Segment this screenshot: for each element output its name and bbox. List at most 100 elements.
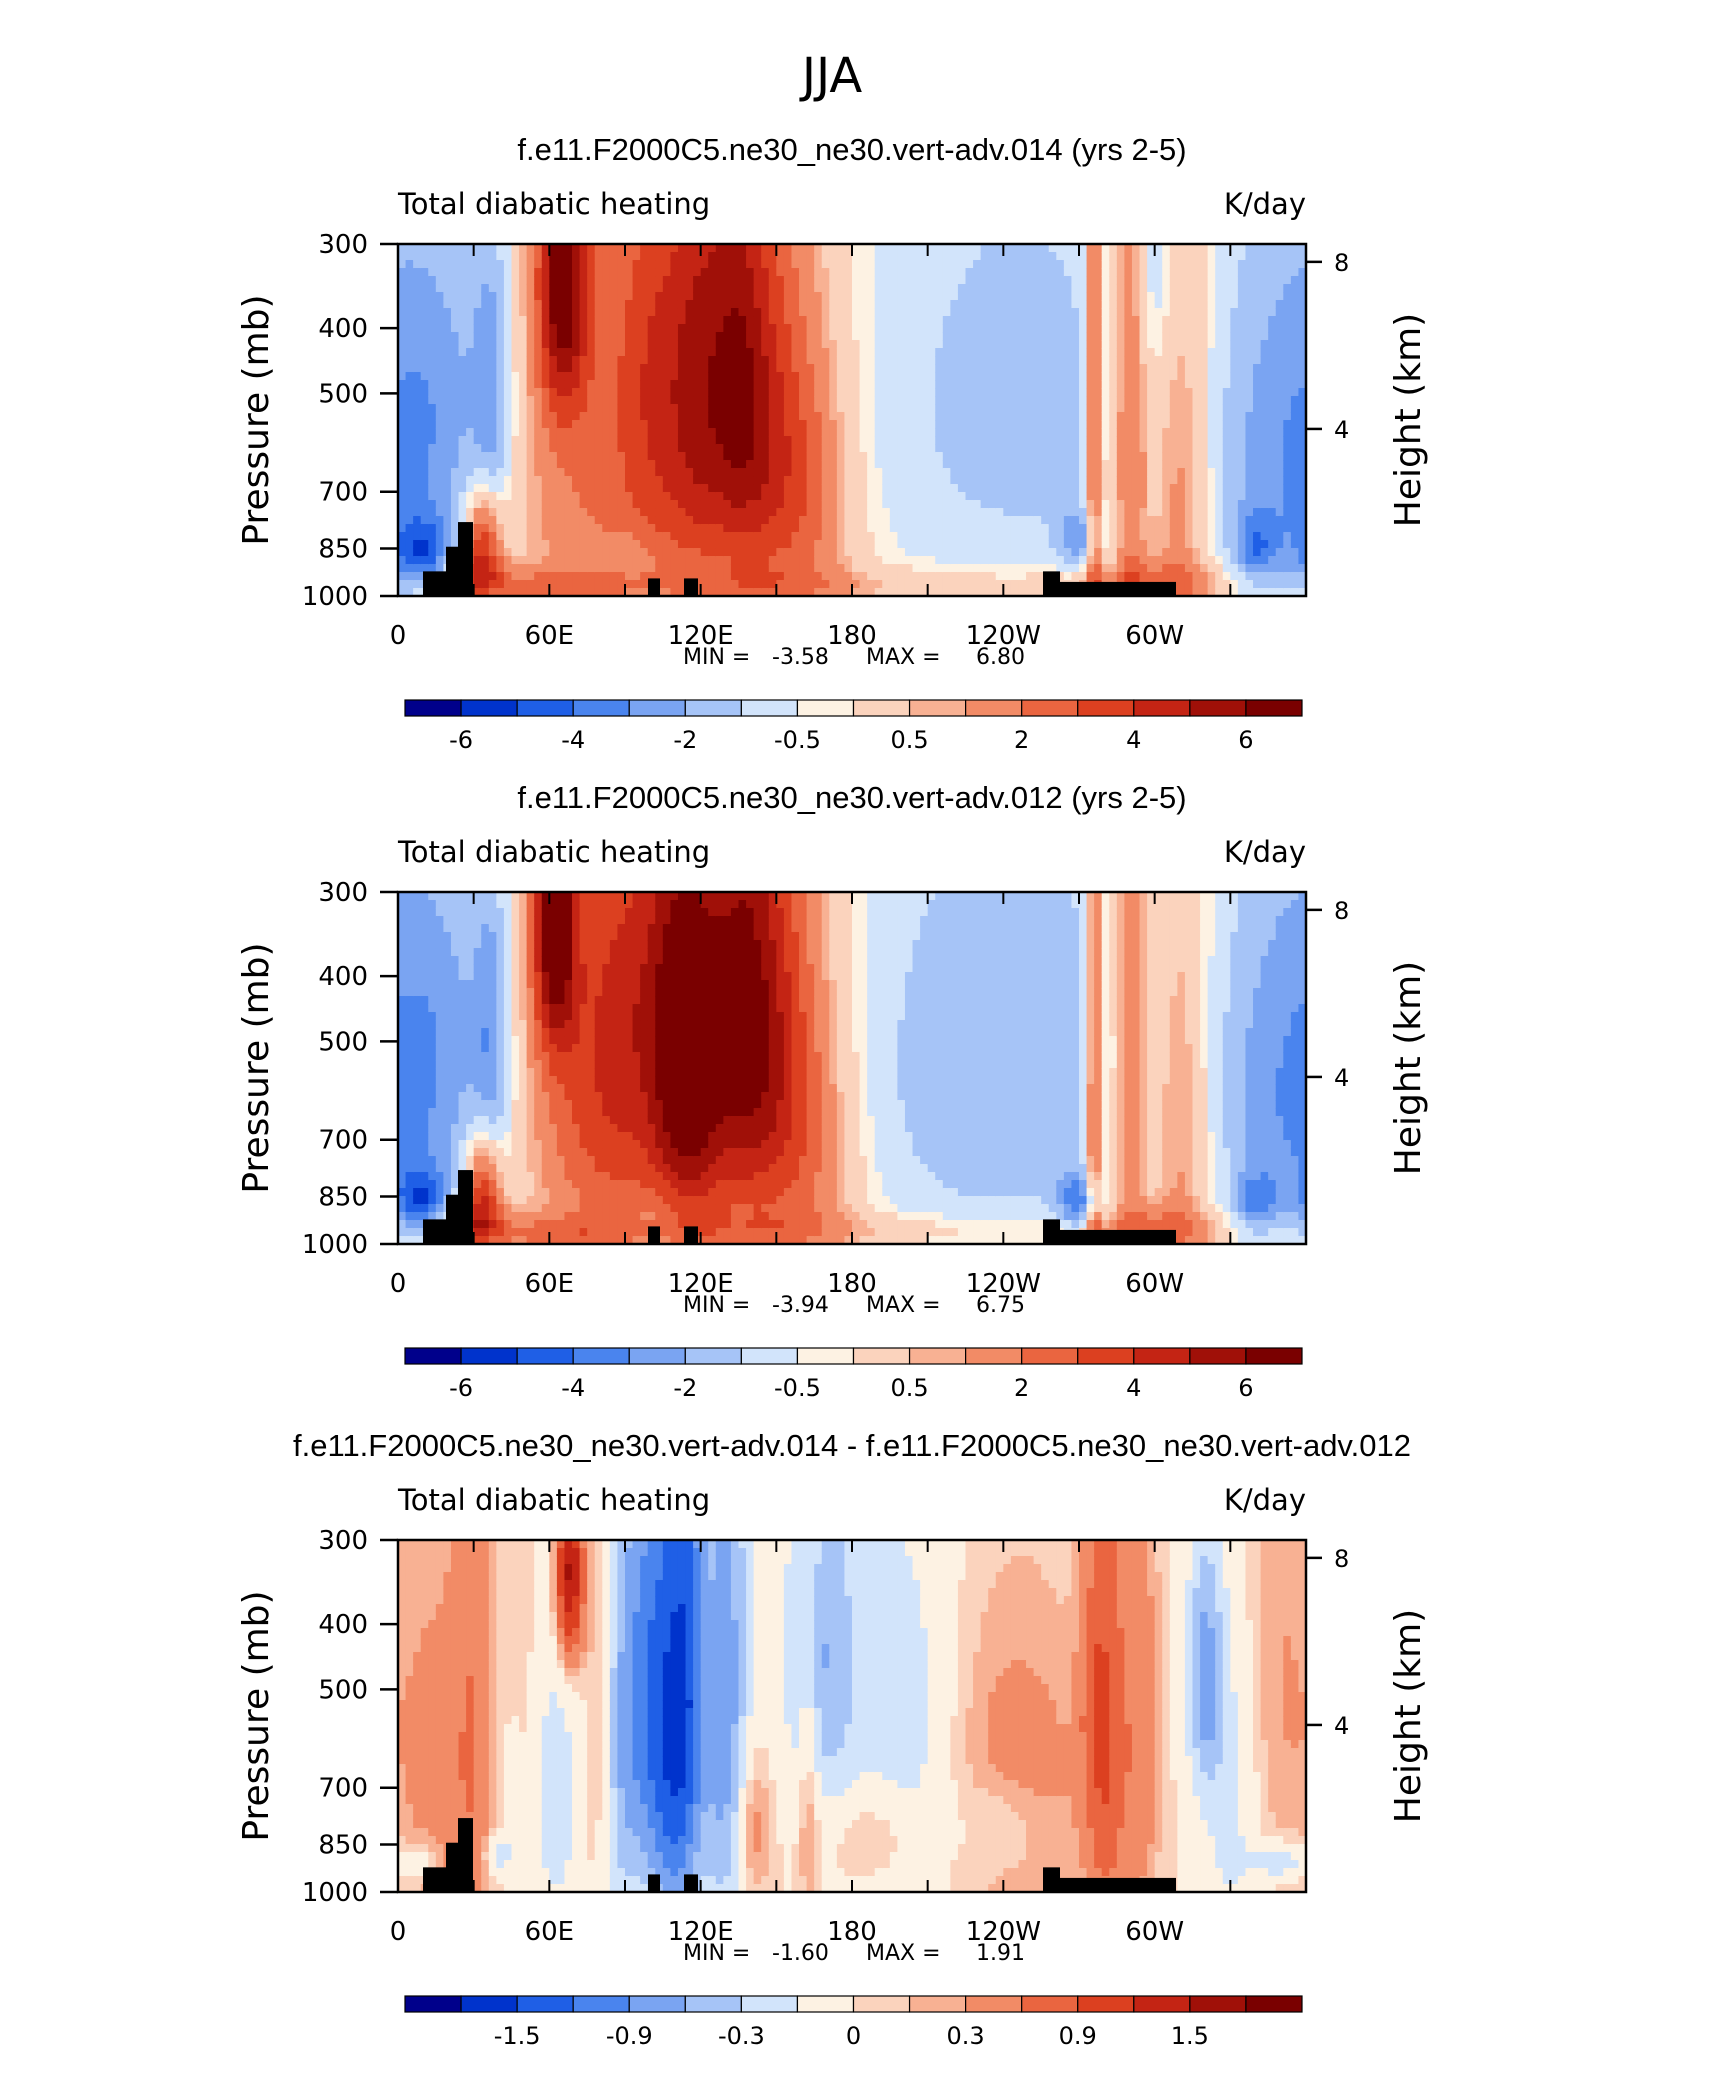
heatmap-cell	[965, 388, 974, 397]
heatmap-cell	[897, 372, 906, 381]
heatmap-cell	[1086, 556, 1095, 565]
heatmap-cell	[1207, 572, 1216, 581]
heatmap-cell	[1215, 268, 1224, 277]
heatmap-cell	[1245, 428, 1254, 437]
heatmap-cell	[1253, 276, 1262, 285]
heatmap-cell	[496, 252, 505, 261]
heatmap-cell	[405, 500, 414, 509]
heatmap-cell	[799, 588, 808, 597]
heatmap-cell	[852, 476, 861, 485]
heatmap-cell	[768, 252, 777, 261]
heatmap-cell	[526, 460, 535, 469]
heatmap-cell	[1079, 548, 1088, 557]
heatmap-cell	[791, 548, 800, 557]
heatmap-cell	[1063, 500, 1073, 509]
heatmap-cell	[458, 516, 467, 525]
heatmap-cell	[874, 444, 883, 453]
heatmap-cell	[443, 404, 452, 413]
heatmap-cell	[594, 332, 603, 341]
heatmap-cell	[1184, 564, 1194, 573]
heatmap-cell	[473, 372, 482, 381]
heatmap-cell	[503, 492, 513, 501]
heatmap-cell	[549, 372, 558, 381]
heatmap-cell	[852, 524, 861, 533]
heatmap-cell	[1109, 564, 1118, 573]
heatmap-cell	[980, 356, 989, 365]
heatmap-cell	[617, 308, 626, 317]
heatmap-cell	[466, 340, 475, 349]
heatmap-cell	[700, 276, 709, 285]
heatmap-cell	[458, 444, 467, 453]
heatmap-cell	[519, 364, 528, 373]
heatmap-cell	[405, 564, 414, 573]
heatmap-cell	[617, 380, 626, 389]
heatmap-cell	[1003, 292, 1012, 301]
heatmap-cell	[882, 548, 891, 557]
heatmap-cell	[1169, 444, 1178, 453]
heatmap-cell	[519, 436, 528, 445]
heatmap-cell	[572, 260, 581, 269]
heatmap-cell	[814, 500, 823, 509]
heatmap-cell	[420, 564, 429, 573]
heatmap-cell	[1207, 396, 1216, 405]
heatmap-cell	[715, 564, 724, 573]
heatmap-cell	[738, 332, 747, 341]
heatmap-cell	[1200, 492, 1209, 501]
heatmap-cell	[889, 268, 898, 277]
heatmap-cell	[844, 556, 853, 565]
heatmap-cell	[496, 396, 505, 405]
heatmap-cell	[541, 468, 550, 477]
heatmap-cell	[693, 484, 702, 493]
heatmap-cell	[1147, 476, 1156, 485]
heatmap-cell	[609, 572, 619, 581]
heatmap-cell	[534, 444, 543, 453]
heatmap-cell	[1056, 396, 1065, 405]
heatmap-cell	[897, 532, 906, 541]
heatmap-cell	[519, 380, 528, 389]
heatmap-cell	[1018, 412, 1027, 421]
heatmap-cell	[829, 316, 838, 325]
heatmap-cell	[1116, 460, 1125, 469]
heatmap-cell	[1086, 380, 1095, 389]
heatmap-cell	[1230, 484, 1239, 493]
heatmap-cell	[458, 428, 467, 437]
heatmap-cell	[950, 428, 959, 437]
heatmap-cell	[920, 476, 929, 485]
heatmap-cell	[957, 348, 967, 357]
heatmap-cell	[450, 340, 460, 349]
heatmap-cell	[556, 420, 566, 429]
heatmap-cell	[844, 268, 853, 277]
heatmap-cell	[942, 540, 951, 549]
heatmap-cell	[579, 388, 588, 397]
heatmap-cell	[1026, 276, 1035, 285]
heatmap-cell	[852, 356, 861, 365]
heatmap-cell	[428, 276, 437, 285]
heatmap-cell	[935, 396, 944, 405]
heatmap-cell	[526, 252, 535, 261]
heatmap-cell	[1086, 516, 1095, 525]
heatmap-cell	[746, 436, 755, 445]
heatmap-cell	[420, 532, 429, 541]
heatmap-cell	[783, 428, 793, 437]
heatmap-cell	[617, 404, 626, 413]
heatmap-cell	[768, 396, 777, 405]
heatmap-cell	[572, 492, 581, 501]
heatmap-cell	[1063, 276, 1073, 285]
heatmap-cell	[723, 356, 732, 365]
heatmap-cell	[1169, 460, 1178, 469]
heatmap-cell	[1207, 476, 1216, 485]
heatmap-cell	[1230, 244, 1239, 253]
heatmap-cell	[957, 316, 967, 325]
heatmap-cell	[1139, 460, 1148, 469]
heatmap-cell	[647, 244, 656, 253]
heatmap-cell	[647, 260, 656, 269]
heatmap-cell	[904, 588, 914, 597]
heatmap-cell	[435, 276, 444, 285]
heatmap-cell	[609, 380, 619, 389]
heatmap-cell	[1215, 556, 1224, 565]
heatmap-cell	[1010, 364, 1020, 373]
heatmap-cell	[1215, 364, 1224, 373]
heatmap-cell	[980, 524, 989, 533]
heatmap-cell	[1010, 316, 1020, 325]
heatmap-cell	[534, 532, 543, 541]
